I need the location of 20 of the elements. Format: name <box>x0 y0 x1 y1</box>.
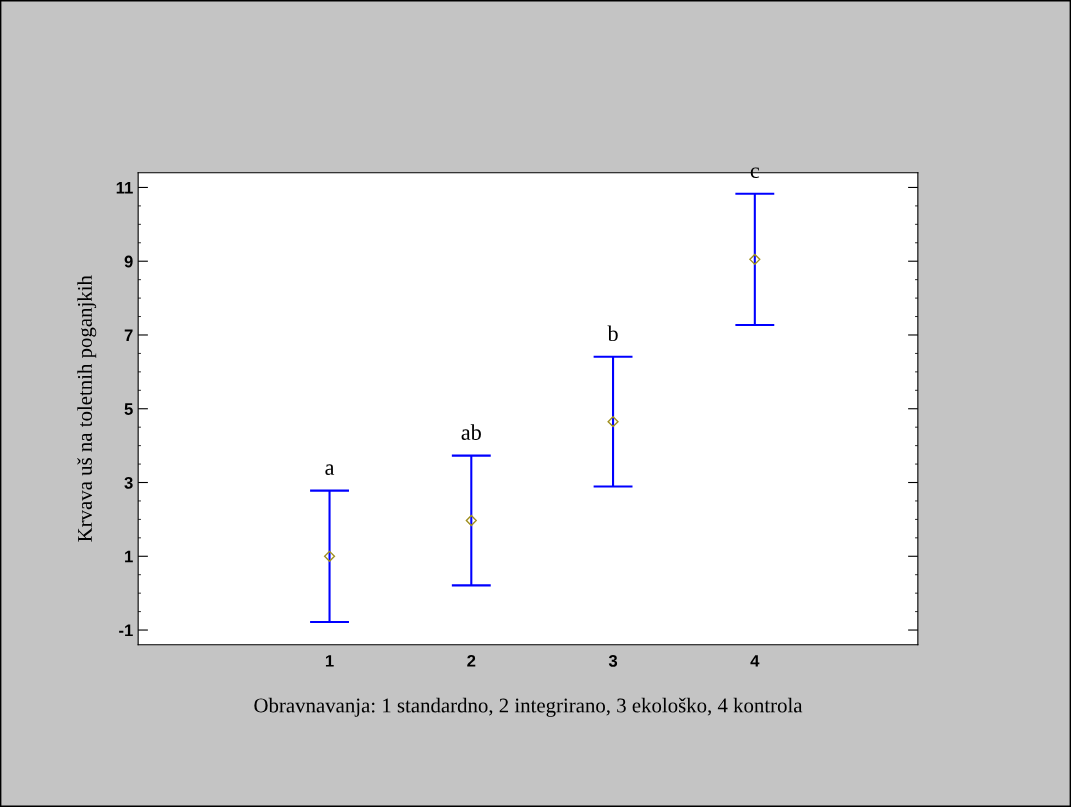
point <box>465 514 477 527</box>
point <box>607 416 619 428</box>
y-axis-title: Krvava uš na toletnih poganjkih <box>77 275 97 542</box>
x-tick-label: 4 <box>750 655 760 667</box>
y-tick-label: 11 <box>116 182 133 194</box>
y-tick-label: 5 <box>124 403 133 415</box>
y-tick-label: 1 <box>125 550 133 563</box>
x-tick-label: 3 <box>608 654 618 667</box>
y-tick-label: 3 <box>124 476 133 489</box>
x-tick-label: 1 <box>325 655 334 667</box>
annotation: b <box>607 325 618 342</box>
point <box>749 253 761 265</box>
x-tick-label: 2 <box>467 654 476 667</box>
y-tick-label: -1 <box>119 624 133 637</box>
x-axis-title: Obravnavanja: 1 standardno, 2 integrirano, 3 ekološko, 4 kontrola <box>254 697 803 717</box>
annotation: a <box>325 464 335 475</box>
point <box>323 550 336 562</box>
y-tick-label: 9 <box>124 255 133 268</box>
y-tick-label: 7 <box>124 329 133 342</box>
annotation: ab <box>461 424 481 440</box>
